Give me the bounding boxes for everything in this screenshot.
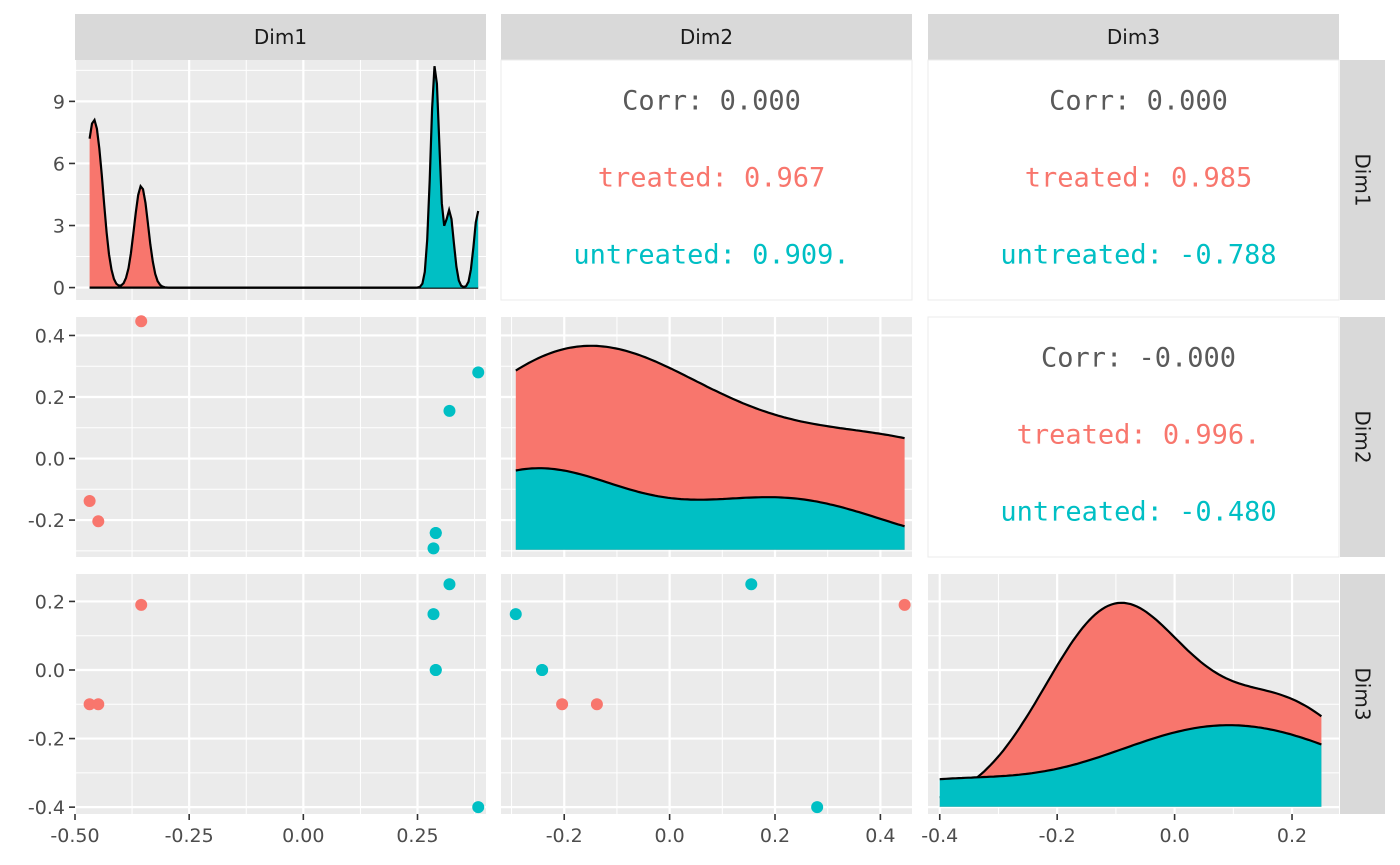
y-tick-label: -0.2 — [28, 510, 65, 532]
x-tick-label: 0.0 — [1159, 825, 1189, 847]
corr-untreated: untreated: -0.480 — [1000, 497, 1276, 528]
strip-right-dim1: Dim1 — [1340, 60, 1385, 300]
point-treated — [135, 598, 148, 611]
y-tick-label: 6 — [53, 153, 65, 175]
point-untreated — [536, 664, 549, 676]
y-tick-label: 0 — [53, 278, 65, 300]
point-untreated — [443, 578, 456, 591]
density-line-untreated — [89, 66, 480, 289]
panel-grid — [73, 317, 486, 557]
density-line-treated — [939, 601, 1323, 799]
panel-background — [501, 574, 912, 814]
corr-panel — [927, 316, 1340, 558]
x-tick-label: -0.25 — [165, 825, 214, 847]
density-line-treated — [515, 344, 905, 440]
x-axis-dim2: -0.2 0.0 0.2 0.4 — [546, 814, 895, 847]
point-untreated — [427, 608, 440, 621]
y-axis-dim3: -0.4 -0.2 0.0 0.2 — [28, 591, 75, 819]
point-untreated — [443, 404, 456, 417]
strip-label: Dim1 — [1351, 153, 1375, 206]
x-tick-label: 0.25 — [396, 825, 438, 847]
point-untreated — [427, 542, 440, 555]
density-line-untreated — [939, 724, 1322, 781]
point-treated — [590, 698, 603, 711]
strip-label: Dim3 — [1107, 25, 1160, 49]
strip-background — [1340, 60, 1385, 300]
x-tick-label: -0.2 — [546, 825, 583, 847]
strip-top-dim3: Dim3 — [928, 14, 1339, 60]
point-treated — [92, 515, 105, 528]
y-tick-label: -0.4 — [28, 797, 65, 819]
point-treated — [135, 315, 148, 328]
y-tick-label: 0.0 — [35, 449, 65, 471]
density-line-untreated — [515, 467, 905, 528]
x-tick-label: 0.2 — [760, 825, 790, 847]
corr-treated: treated: 0.996. — [1017, 420, 1261, 451]
point-untreated — [472, 801, 485, 814]
strip-label: Dim3 — [1351, 667, 1375, 720]
y-axis-dim1: 0 3 6 9 — [53, 91, 75, 300]
point-treated — [556, 698, 569, 711]
y-tick-label: 0.2 — [35, 591, 65, 613]
corr-untreated: untreated: 0.909. — [573, 240, 849, 271]
corr-panel — [927, 59, 1340, 301]
point-treated — [83, 698, 96, 711]
y-tick-label: -0.2 — [28, 729, 65, 751]
x-axis-dim3: -0.4 -0.2 0.0 0.2 — [921, 814, 1307, 847]
x-tick-label: -0.50 — [50, 825, 99, 847]
point-untreated — [745, 578, 758, 591]
corr-overall: Corr: 0.000 — [1049, 86, 1228, 117]
x-tick-label: 0.00 — [282, 825, 324, 847]
strip-background — [1340, 317, 1385, 557]
corr-treated: treated: 0.967 — [598, 163, 826, 194]
x-tick-label: 0.2 — [1277, 825, 1307, 847]
point-untreated — [429, 664, 442, 676]
point-treated — [83, 495, 96, 507]
panel-grid — [501, 574, 912, 814]
point-untreated — [429, 527, 442, 539]
corr-untreated: untreated: -0.788 — [1000, 240, 1276, 271]
strip-right-dim2: Dim2 — [1340, 317, 1385, 557]
y-tick-label: 0.4 — [35, 325, 65, 347]
y-tick-label: 0.2 — [35, 387, 65, 409]
y-tick-label: 3 — [53, 216, 65, 238]
panel-grid — [73, 574, 486, 814]
strip-background — [501, 14, 912, 60]
strip-background — [928, 14, 1339, 60]
point-treated — [92, 698, 105, 711]
strip-right-dim3: Dim3 — [1340, 574, 1385, 814]
strip-label: Dim2 — [680, 25, 733, 49]
density-area-untreated — [89, 66, 479, 288]
x-tick-label: 0.0 — [655, 825, 685, 847]
y-axis-dim2: -0.2 0.0 0.2 0.4 — [28, 325, 75, 532]
corr-overall: Corr: -0.000 — [1041, 343, 1236, 374]
density-area-untreated — [515, 468, 905, 550]
panel-background — [75, 574, 486, 814]
strip-top-dim1: Dim1 — [75, 14, 486, 60]
corr-overall: Corr: 0.000 — [622, 86, 801, 117]
y-tick-label: 9 — [53, 91, 65, 113]
point-treated — [898, 598, 911, 611]
corr-panel — [500, 59, 913, 301]
strip-top-dim2: Dim2 — [501, 14, 912, 60]
strip-label: Dim2 — [1351, 410, 1375, 463]
y-tick-label: 0.0 — [35, 660, 65, 682]
density-area-untreated — [939, 725, 1322, 807]
strip-background — [1340, 574, 1385, 814]
x-axis-dim1: -0.50 -0.25 0.00 0.25 — [50, 814, 439, 847]
point-untreated — [509, 608, 522, 621]
corr-treated: treated: 0.985 — [1025, 163, 1253, 194]
x-tick-label: -0.4 — [921, 825, 958, 847]
point-untreated — [472, 366, 485, 379]
x-tick-label: -0.2 — [1039, 825, 1076, 847]
strip-background — [75, 14, 486, 60]
strip-label: Dim1 — [254, 25, 307, 49]
x-tick-label: 0.4 — [865, 825, 895, 847]
point-untreated — [811, 801, 824, 814]
